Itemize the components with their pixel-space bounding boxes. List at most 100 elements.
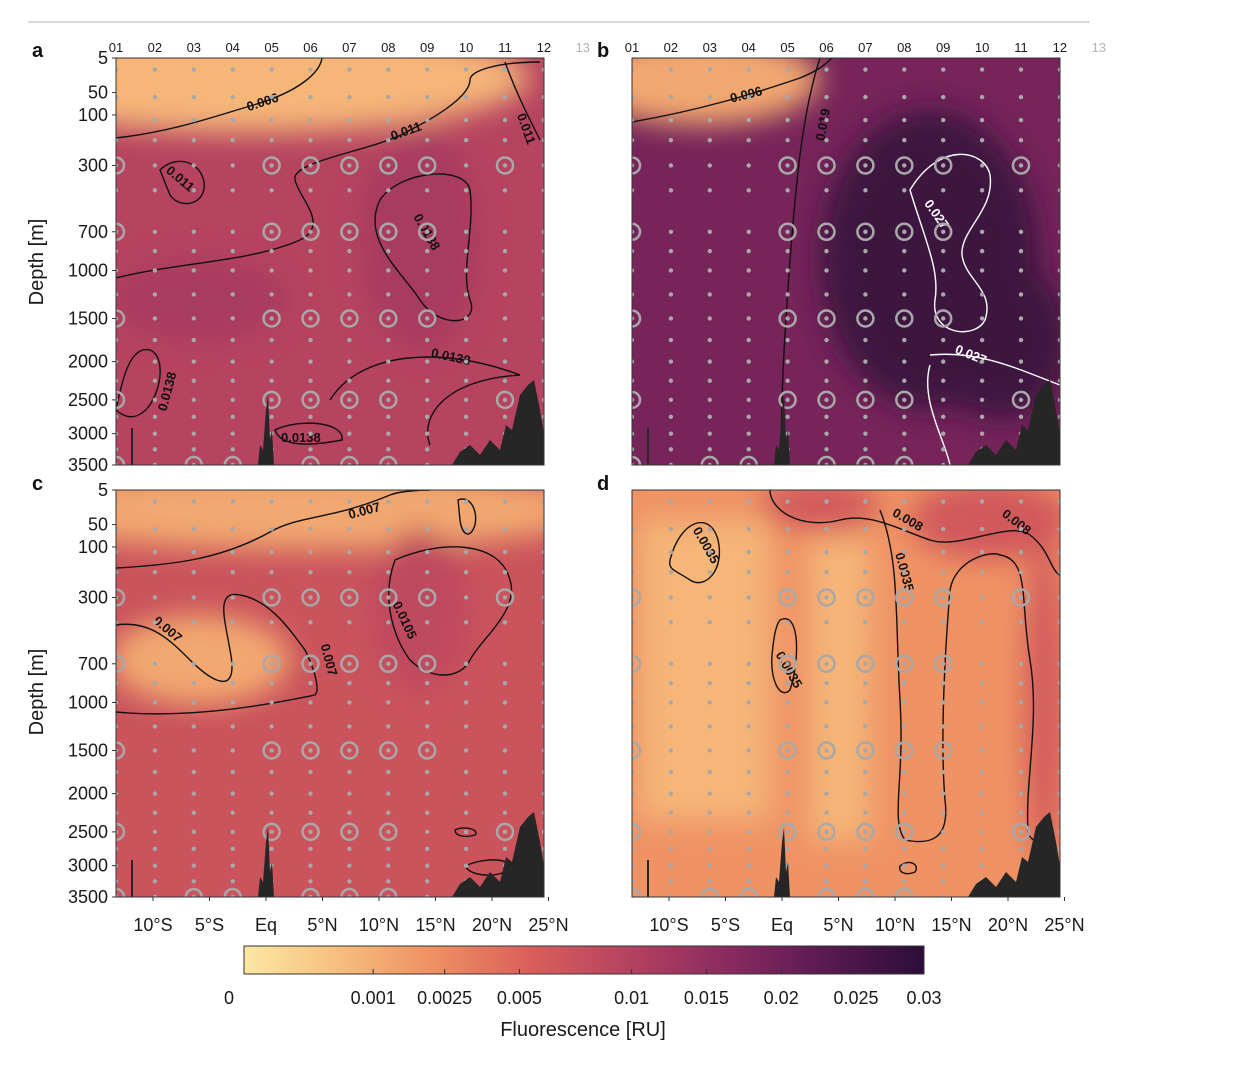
sample-ring — [778, 588, 797, 607]
sample-dot — [902, 397, 907, 403]
sample-dot — [746, 661, 751, 666]
sample-dot — [116, 680, 119, 686]
sample-dot — [746, 268, 751, 273]
sample-dot — [502, 188, 508, 193]
sample-dot — [979, 337, 985, 343]
sample-dot — [902, 337, 907, 343]
sample-dot — [1018, 188, 1024, 193]
sample-dot — [746, 94, 751, 100]
sample-ring — [262, 156, 281, 175]
sample-dot — [269, 359, 274, 364]
sample-dot — [824, 769, 829, 775]
panel-c-mid-patch — [116, 615, 290, 705]
sample-dot — [668, 661, 674, 666]
sample-dot — [308, 163, 313, 168]
sample-dot — [707, 163, 712, 168]
sample-ring — [340, 887, 359, 897]
contour-line — [632, 58, 833, 123]
sample-dot — [632, 462, 635, 465]
sample-ring — [856, 741, 875, 760]
sample-dot — [230, 117, 235, 123]
x-tick-label: 5°S — [195, 915, 224, 935]
sample-ring — [417, 309, 437, 328]
sample-dot — [191, 229, 196, 234]
sample-dot — [902, 229, 907, 234]
sample-dot — [1057, 316, 1060, 321]
sample-dot — [632, 117, 635, 123]
sample-dot — [668, 595, 674, 600]
sample-ring — [417, 741, 437, 760]
sample-dot — [191, 359, 196, 364]
sample-dot — [308, 397, 313, 403]
y-tick-label: 3000 — [68, 856, 108, 876]
sample-dot — [785, 138, 790, 143]
sample-dot — [269, 138, 274, 143]
sample-dot — [1057, 526, 1060, 532]
sample-dot — [152, 414, 158, 419]
sample-dot — [425, 378, 430, 383]
sample-dot — [425, 499, 430, 504]
sample-ring — [856, 887, 875, 897]
panel-c: 0.007 0.007 0.007 0.0105 550100300700100… — [68, 480, 569, 935]
sample-dot — [463, 397, 469, 403]
sample-dot — [116, 447, 119, 452]
sample-ring — [700, 455, 720, 465]
sample-dot — [979, 863, 985, 868]
contour-line — [388, 546, 513, 676]
sample-dot — [941, 748, 946, 753]
sample-dot — [386, 414, 391, 419]
sample-dot — [863, 378, 868, 383]
sample-dot — [425, 67, 430, 72]
sample-dot — [632, 163, 635, 168]
sample-dot — [746, 894, 751, 897]
sample-dot — [230, 292, 235, 297]
sample-dot — [502, 620, 508, 625]
sample-dot — [116, 67, 119, 72]
sample-dot — [746, 700, 751, 705]
colorbar-tick-label: 0.03 — [906, 988, 941, 1008]
panel-c-seamount — [258, 827, 274, 897]
sample-dot — [746, 680, 751, 686]
sample-dot — [1018, 378, 1024, 383]
sample-dot — [308, 879, 313, 884]
sample-dot — [632, 829, 635, 835]
sample-dot — [347, 67, 352, 72]
sample-ring — [417, 222, 437, 242]
sample-dot — [502, 94, 508, 100]
sample-dot — [116, 462, 119, 465]
sample-dot — [269, 620, 274, 625]
panel-d-seamount — [774, 827, 790, 897]
sample-ring — [495, 822, 515, 842]
sample-dot — [1018, 620, 1024, 625]
sample-dot — [979, 316, 985, 321]
sample-dot — [152, 769, 158, 775]
sample-dot — [632, 724, 635, 729]
sample-dot — [463, 431, 469, 436]
sample-dot — [1018, 526, 1024, 532]
sample-ring — [116, 309, 126, 328]
sample-dot — [1057, 680, 1060, 686]
sample-dot — [707, 700, 712, 705]
sample-dot — [824, 595, 829, 600]
sample-dot — [707, 499, 712, 504]
sample-dot — [632, 526, 635, 532]
panel-c-deep-patch — [370, 530, 470, 690]
sample-dot — [707, 462, 712, 465]
sample-dot — [863, 462, 868, 465]
sample-dot — [425, 846, 430, 851]
sample-ring — [856, 222, 875, 242]
panel-c-stations — [116, 499, 544, 897]
contour-line — [668, 521, 721, 584]
sample-dot — [191, 188, 196, 193]
sample-dot — [386, 661, 391, 666]
panel-b: 0.006 0.019 0.027 0.027 01 02 03 04 05 06 07 08… — [625, 40, 1106, 466]
sample-dot — [941, 724, 946, 729]
sample-dot — [269, 378, 274, 383]
panel-b-seamount — [774, 395, 790, 465]
x-tick-label: 10°N — [875, 915, 915, 935]
sample-ring — [262, 222, 281, 242]
sample-ring — [933, 654, 953, 674]
sample-dot — [863, 829, 868, 835]
sample-dot — [541, 94, 544, 100]
sample-dot — [116, 397, 119, 403]
